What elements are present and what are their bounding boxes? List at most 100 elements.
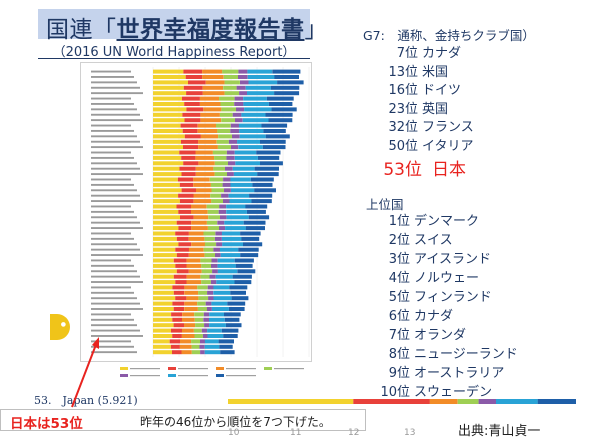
bar-segment — [239, 129, 264, 133]
bar-segment — [179, 182, 194, 187]
bar-segment — [175, 231, 189, 236]
bar-segment — [153, 69, 184, 74]
bar-segment — [217, 258, 235, 263]
g7-country: フランス — [422, 120, 474, 135]
country-label-line — [91, 129, 134, 132]
bar-segment — [226, 155, 235, 160]
rank-change-note: 昨年の46位から順位を7つ下げた。 — [140, 415, 331, 429]
bar-segment — [203, 247, 214, 252]
bar-segment — [217, 220, 225, 225]
bar-segment — [153, 155, 182, 160]
bar-segment — [153, 75, 186, 79]
bar-segment — [216, 139, 229, 144]
title-close-bracket: 」 — [304, 17, 328, 43]
bar-segment — [225, 226, 246, 231]
bar-segment — [175, 296, 187, 301]
bar-segment — [247, 75, 275, 79]
bar-segment — [153, 220, 177, 225]
bar-segment — [181, 139, 199, 144]
country-label-line — [91, 281, 143, 283]
bar-segment — [219, 96, 235, 101]
bar-segment — [217, 263, 236, 268]
japan-score-label: 53. Japan (5.921) — [34, 394, 138, 407]
top-country: フィンランド — [414, 290, 492, 305]
country-label-line — [91, 86, 140, 89]
bar-segment — [182, 312, 195, 317]
bar-segment — [193, 177, 210, 182]
country-label-line — [91, 221, 140, 224]
bar-segment — [183, 85, 203, 90]
bar-segment — [205, 80, 225, 85]
bar-segment — [186, 263, 202, 268]
bar-segment — [153, 312, 172, 317]
bar-segment — [211, 301, 228, 306]
bar-segment — [221, 193, 229, 198]
bar-segment — [181, 172, 196, 177]
bar-segment — [197, 129, 218, 133]
bar-segment — [203, 317, 209, 322]
bar-segment — [224, 91, 240, 96]
bar-segment — [153, 301, 173, 306]
bar-segment — [238, 69, 248, 74]
bar-segment — [197, 285, 208, 290]
legend-swatch — [216, 367, 224, 370]
bar-segment — [153, 102, 185, 106]
bar-segment — [274, 75, 299, 79]
g7-row: 16位 ドイツ — [380, 79, 474, 98]
country-label-line — [91, 291, 134, 294]
bar-segment — [153, 91, 187, 96]
bar-segment — [263, 129, 286, 133]
top-row: 6位 カナダ — [380, 305, 518, 324]
bar-segment — [224, 188, 231, 193]
bar-segment — [209, 274, 216, 279]
bar-segment — [249, 193, 273, 198]
bar-segment — [220, 215, 227, 220]
country-label-line — [91, 200, 143, 203]
country-label-line — [91, 329, 140, 332]
bar-segment — [181, 188, 196, 193]
country-label-line — [91, 167, 140, 170]
bar-segment — [181, 334, 195, 338]
bar-segment — [214, 161, 228, 166]
bar-segment — [252, 182, 273, 187]
bar-segment — [153, 258, 174, 263]
top-row: 3位 アイスランド — [380, 248, 518, 267]
top-rank: 1位 — [388, 214, 410, 229]
country-label-line — [91, 70, 131, 73]
top-rank: 4位 — [388, 271, 410, 286]
japan-rank-row: 53位 日本 — [380, 155, 474, 180]
title-background — [38, 9, 310, 39]
bar-segment — [231, 296, 249, 301]
country-label-line — [91, 173, 143, 176]
legend-text-line — [226, 375, 256, 377]
bar-segment — [153, 339, 170, 344]
bar-segment — [153, 263, 176, 268]
bar-segment — [191, 242, 205, 247]
legend-text-line — [226, 368, 256, 370]
bar-segment — [219, 226, 226, 231]
bar-segment — [153, 269, 177, 274]
bar-segment — [206, 204, 220, 209]
bar-segment — [214, 236, 222, 241]
bar-segment — [244, 107, 272, 112]
bar-segment — [182, 317, 195, 322]
bar-segment — [186, 258, 201, 263]
bar-segment — [198, 290, 208, 295]
bar-segment — [232, 274, 252, 279]
bar-segment — [172, 350, 182, 355]
bar-segment — [205, 301, 212, 306]
bar-segment — [238, 247, 259, 252]
bar-segment — [171, 312, 183, 317]
title-prefix: 国連 — [46, 17, 93, 43]
bar-segment — [223, 199, 230, 204]
bar-segment — [153, 129, 183, 133]
axis-tick: 12 — [348, 428, 360, 438]
bar-segment — [210, 182, 223, 187]
top-row: 10位 スウェーデン — [380, 381, 518, 400]
country-label-line — [91, 302, 140, 305]
note-box — [0, 409, 366, 431]
top-row: 1位 デンマーク — [380, 210, 518, 229]
g7-rank-list: 7位 カナダ 13位 米国 16位 ドイツ 23位 英国 32位 フランス 50位 イタリア… — [380, 42, 474, 180]
bar-segment — [175, 263, 187, 268]
legend-swatch — [168, 367, 176, 370]
